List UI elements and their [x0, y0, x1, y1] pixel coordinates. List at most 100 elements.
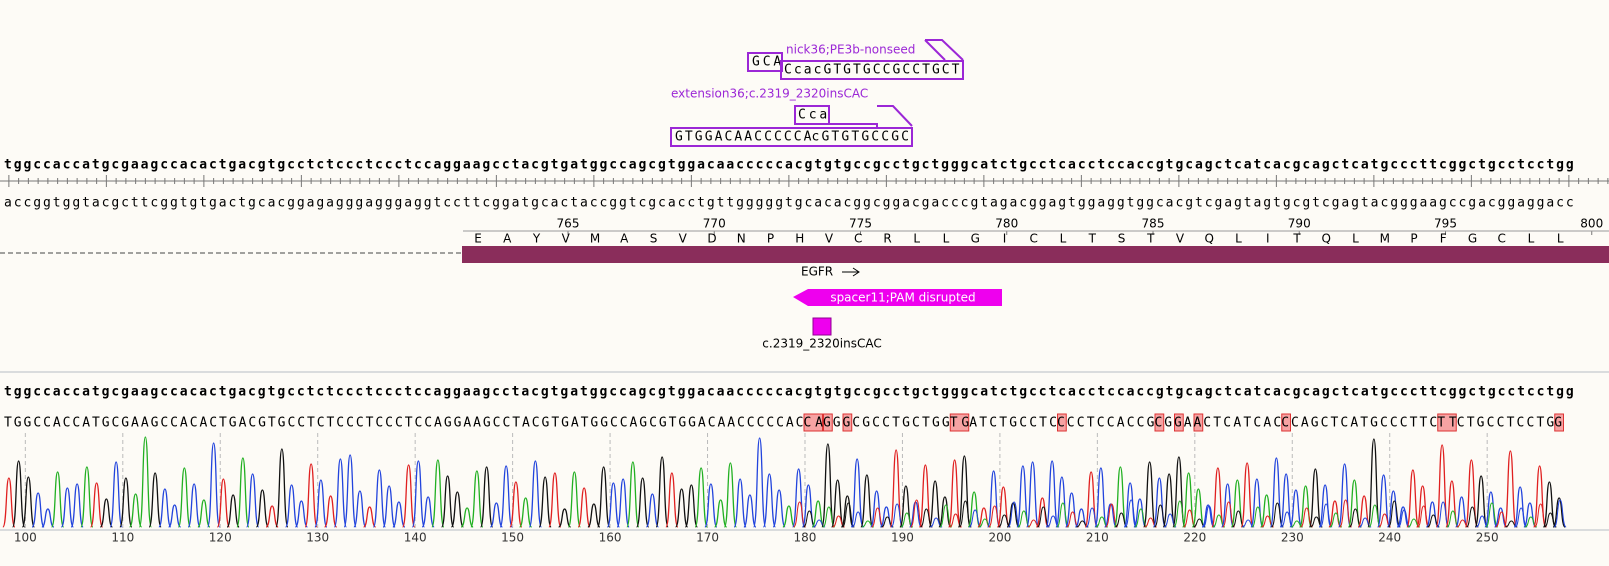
amino-acid: A — [503, 232, 512, 246]
trace-peak — [1154, 504, 1167, 528]
primer-sequence: CcacGTGTGCCGCCTGCT — [784, 63, 960, 78]
trace-peak — [1183, 509, 1196, 528]
trace-peak — [168, 504, 182, 528]
trace-tick-label: 180 — [794, 531, 817, 545]
trace-peak — [616, 478, 630, 528]
amino-acid: S — [650, 232, 658, 246]
trace-peak — [314, 479, 328, 528]
trace-peak — [1397, 509, 1411, 528]
trace-peak — [811, 500, 825, 528]
trace-peak — [577, 487, 591, 528]
trace-peak — [392, 501, 406, 528]
trace-peak — [841, 502, 855, 528]
trace-peak — [382, 485, 396, 528]
amino-acid: Q — [1205, 232, 1214, 246]
trace-peak — [489, 502, 504, 528]
called-bases: TGGCCACCATGCGAAGCCACACTGACGTGCCTCTCCCTCC… — [4, 416, 804, 431]
trace-peak — [910, 499, 924, 528]
trace-peak — [1115, 512, 1128, 528]
trace-tick-label: 160 — [599, 531, 622, 545]
residue-number: 770 — [703, 217, 726, 231]
trace-peak — [830, 479, 845, 528]
called-bases: G — [823, 416, 831, 431]
amino-acid: L — [1235, 232, 1242, 246]
residue-number: 780 — [995, 217, 1018, 231]
trace-peak — [1552, 497, 1566, 528]
amino-acid: T — [1292, 232, 1301, 246]
trace-peak — [1466, 506, 1479, 528]
primer-box — [794, 105, 830, 125]
trace-peak — [109, 461, 123, 528]
residue-number: 775 — [849, 217, 872, 231]
trace-tick-label: 220 — [1183, 531, 1206, 545]
trace-peak — [470, 470, 484, 528]
amino-acid: T — [1088, 232, 1097, 246]
trace-peak — [1514, 507, 1528, 528]
trace-peak — [41, 508, 55, 528]
amino-acid: I — [1003, 232, 1007, 246]
trace-peak — [177, 467, 192, 528]
trace-peak — [968, 509, 982, 528]
top-strand: tggccaccatgcgaagccacactgacgtgcctctccctcc… — [4, 158, 1574, 173]
trace-peak — [918, 464, 933, 528]
trace-peak — [304, 463, 318, 528]
called-bases: CTGCCTCCTG — [1457, 416, 1555, 431]
trace-peak — [99, 498, 114, 528]
trace-tick-label: 170 — [696, 531, 719, 545]
trace-tick-label: 100 — [14, 531, 37, 545]
trace-peak — [832, 515, 845, 528]
trace-peak — [50, 471, 65, 528]
trace-peak — [1085, 507, 1099, 528]
primer-overhang: Cca — [798, 108, 827, 123]
trace-peak — [80, 466, 94, 528]
trace-peak — [1339, 499, 1353, 528]
trace-tick-label: 110 — [111, 531, 134, 545]
trace-peak — [1368, 504, 1382, 528]
trace-peak — [1056, 502, 1070, 528]
trace-peak — [1124, 499, 1138, 528]
trace-peak — [920, 508, 933, 528]
residue-number: 800 — [1580, 217, 1603, 231]
mismatch-box — [1193, 413, 1204, 432]
trace-tick-label: 230 — [1281, 531, 1304, 545]
trace-peak — [245, 473, 260, 528]
called-bases: G — [843, 416, 851, 431]
amino-acid: R — [883, 232, 891, 246]
trace-peak — [353, 490, 367, 528]
trace-peak — [1134, 508, 1148, 528]
mismatch-box — [1281, 413, 1291, 432]
called-bases: C — [1281, 416, 1289, 431]
primer-overhang: GCA — [752, 55, 781, 70]
amino-acid: M — [590, 232, 600, 246]
trace-tick-label: 240 — [1378, 531, 1401, 545]
amino-acid: L — [943, 232, 950, 246]
trace-peak — [138, 436, 153, 528]
trace-peak — [31, 492, 45, 528]
trace-peak — [1094, 467, 1108, 528]
trace-peak — [1376, 474, 1391, 528]
trace-tick-label: 150 — [501, 531, 524, 545]
trace-peak — [1387, 500, 1401, 528]
trace-peak — [939, 504, 953, 528]
trace-peak — [1222, 501, 1236, 528]
mismatch-box — [823, 413, 833, 432]
trace-peak — [752, 437, 767, 528]
spacer-feature — [793, 289, 1002, 306]
amino-acid: Q — [1322, 232, 1331, 246]
trace-peak — [596, 466, 611, 528]
gene-bar — [462, 246, 1609, 263]
trace-tick-label: 200 — [988, 531, 1011, 545]
trace-peak — [1035, 497, 1050, 528]
trace-peak — [871, 507, 884, 528]
called-bases: A — [1184, 416, 1192, 431]
trace-peak — [1289, 489, 1303, 528]
trace-peak — [1406, 469, 1420, 528]
trace-peak — [1475, 515, 1489, 528]
called-bases: ATCTGCCTC — [969, 416, 1057, 431]
trace-peak — [645, 493, 660, 528]
amino-acid: V — [679, 232, 688, 246]
trace-peak — [684, 484, 699, 528]
trace-peak — [479, 466, 494, 528]
amino-acid: P — [1410, 232, 1417, 246]
trace-peak — [1201, 504, 1215, 528]
